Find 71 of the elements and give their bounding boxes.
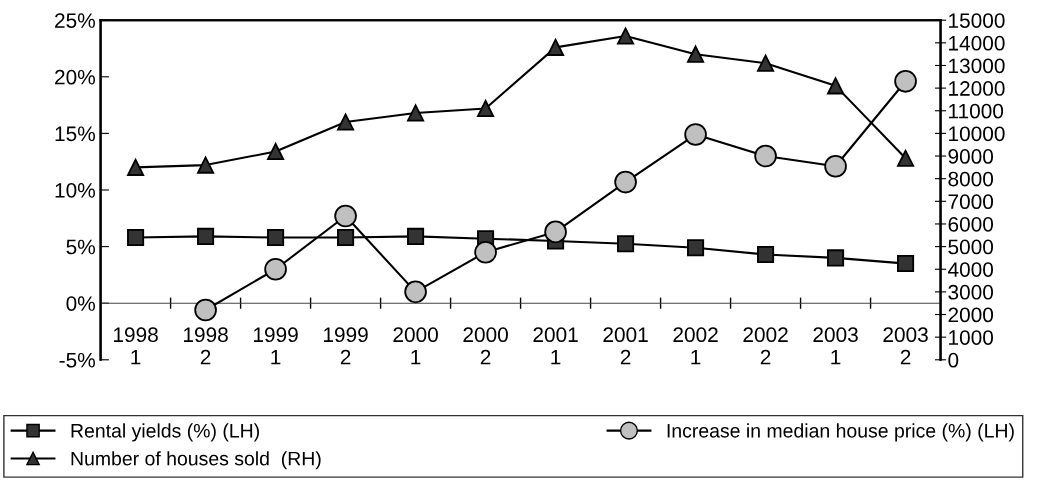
- point: [547, 38, 565, 56]
- point: [687, 45, 705, 63]
- point: [127, 158, 145, 176]
- point: [617, 27, 635, 45]
- point: [827, 77, 845, 95]
- x-tick-label: 1999 2: [324, 327, 368, 365]
- y2-tick-label: 11000: [949, 103, 1004, 119]
- y2-tick-label: 10000: [949, 126, 1005, 142]
- point: [827, 249, 845, 267]
- y-tick-label: 10%: [55, 183, 95, 198]
- point: [684, 123, 707, 146]
- point: [337, 228, 355, 247]
- y-tick-label: -5%: [59, 352, 95, 368]
- point: [194, 298, 217, 322]
- x-tick-label: 2000 1: [393, 327, 438, 365]
- y2-tick-label: 15000: [949, 13, 1005, 28]
- y2-tick-label: 13000: [949, 58, 1005, 74]
- legend-label: Rental yields (%) (LH): [71, 423, 259, 442]
- point: [407, 227, 425, 245]
- point: [337, 113, 355, 131]
- legend-label: Increase in median house price (%) (LH): [667, 423, 1014, 442]
- y2-tick-label: 8000: [948, 171, 994, 187]
- point: [897, 149, 915, 167]
- point: [267, 228, 285, 247]
- point: [127, 228, 145, 247]
- point: [267, 142, 285, 161]
- point: [824, 154, 847, 178]
- y2-tick-label: 12000: [949, 81, 1005, 96]
- point: [687, 239, 705, 257]
- point: [197, 156, 215, 174]
- point: [474, 240, 497, 264]
- x-tick-label: 1998 2: [184, 327, 228, 365]
- point: [897, 255, 915, 273]
- point: [614, 170, 637, 194]
- x-tick-label: 2003 2: [883, 327, 928, 365]
- point: [197, 227, 215, 245]
- y2-tick-label: 9000: [948, 149, 994, 164]
- point: [404, 280, 427, 304]
- y2-tick-label: 0: [948, 352, 959, 368]
- x-tick-label: 2001 2: [603, 327, 648, 365]
- y2-tick-label: 3000: [948, 284, 994, 300]
- y-tick-label: 20%: [55, 69, 95, 85]
- x-tick-label: 1999 1: [254, 327, 298, 365]
- y2-tick-label: 5000: [948, 239, 994, 255]
- point: [754, 144, 777, 168]
- x-tick-label: 2001 1: [533, 327, 578, 365]
- point: [477, 99, 495, 118]
- point: [264, 257, 287, 281]
- point: [544, 220, 567, 244]
- y2-tick-label: 2000: [948, 307, 994, 323]
- y-tick-label: 25%: [55, 13, 95, 28]
- point: [617, 235, 635, 253]
- y-tick-label: 15%: [55, 126, 95, 142]
- point: [757, 245, 775, 264]
- legend-label: Number of houses sold (RH): [71, 451, 321, 470]
- point: [407, 104, 425, 122]
- x-tick-label: 2002 1: [673, 327, 718, 365]
- x-tick-label: 2002 2: [743, 327, 788, 365]
- point: [334, 204, 357, 228]
- y-tick-label: 0%: [66, 296, 95, 311]
- y2-tick-label: 1000: [949, 330, 994, 345]
- x-tick-label: 2000 2: [463, 327, 508, 365]
- x-tick-label: 2003 1: [813, 327, 858, 365]
- point: [757, 54, 775, 72]
- y2-tick-label: 7000: [948, 194, 994, 210]
- y2-tick-label: 14000: [949, 35, 1005, 51]
- y-tick-label: 5%: [66, 239, 95, 255]
- point: [894, 70, 917, 93]
- y2-tick-label: 4000: [947, 262, 994, 277]
- y2-tick-label: 6000: [948, 216, 994, 232]
- x-tick-label: 1998 1: [114, 327, 158, 365]
